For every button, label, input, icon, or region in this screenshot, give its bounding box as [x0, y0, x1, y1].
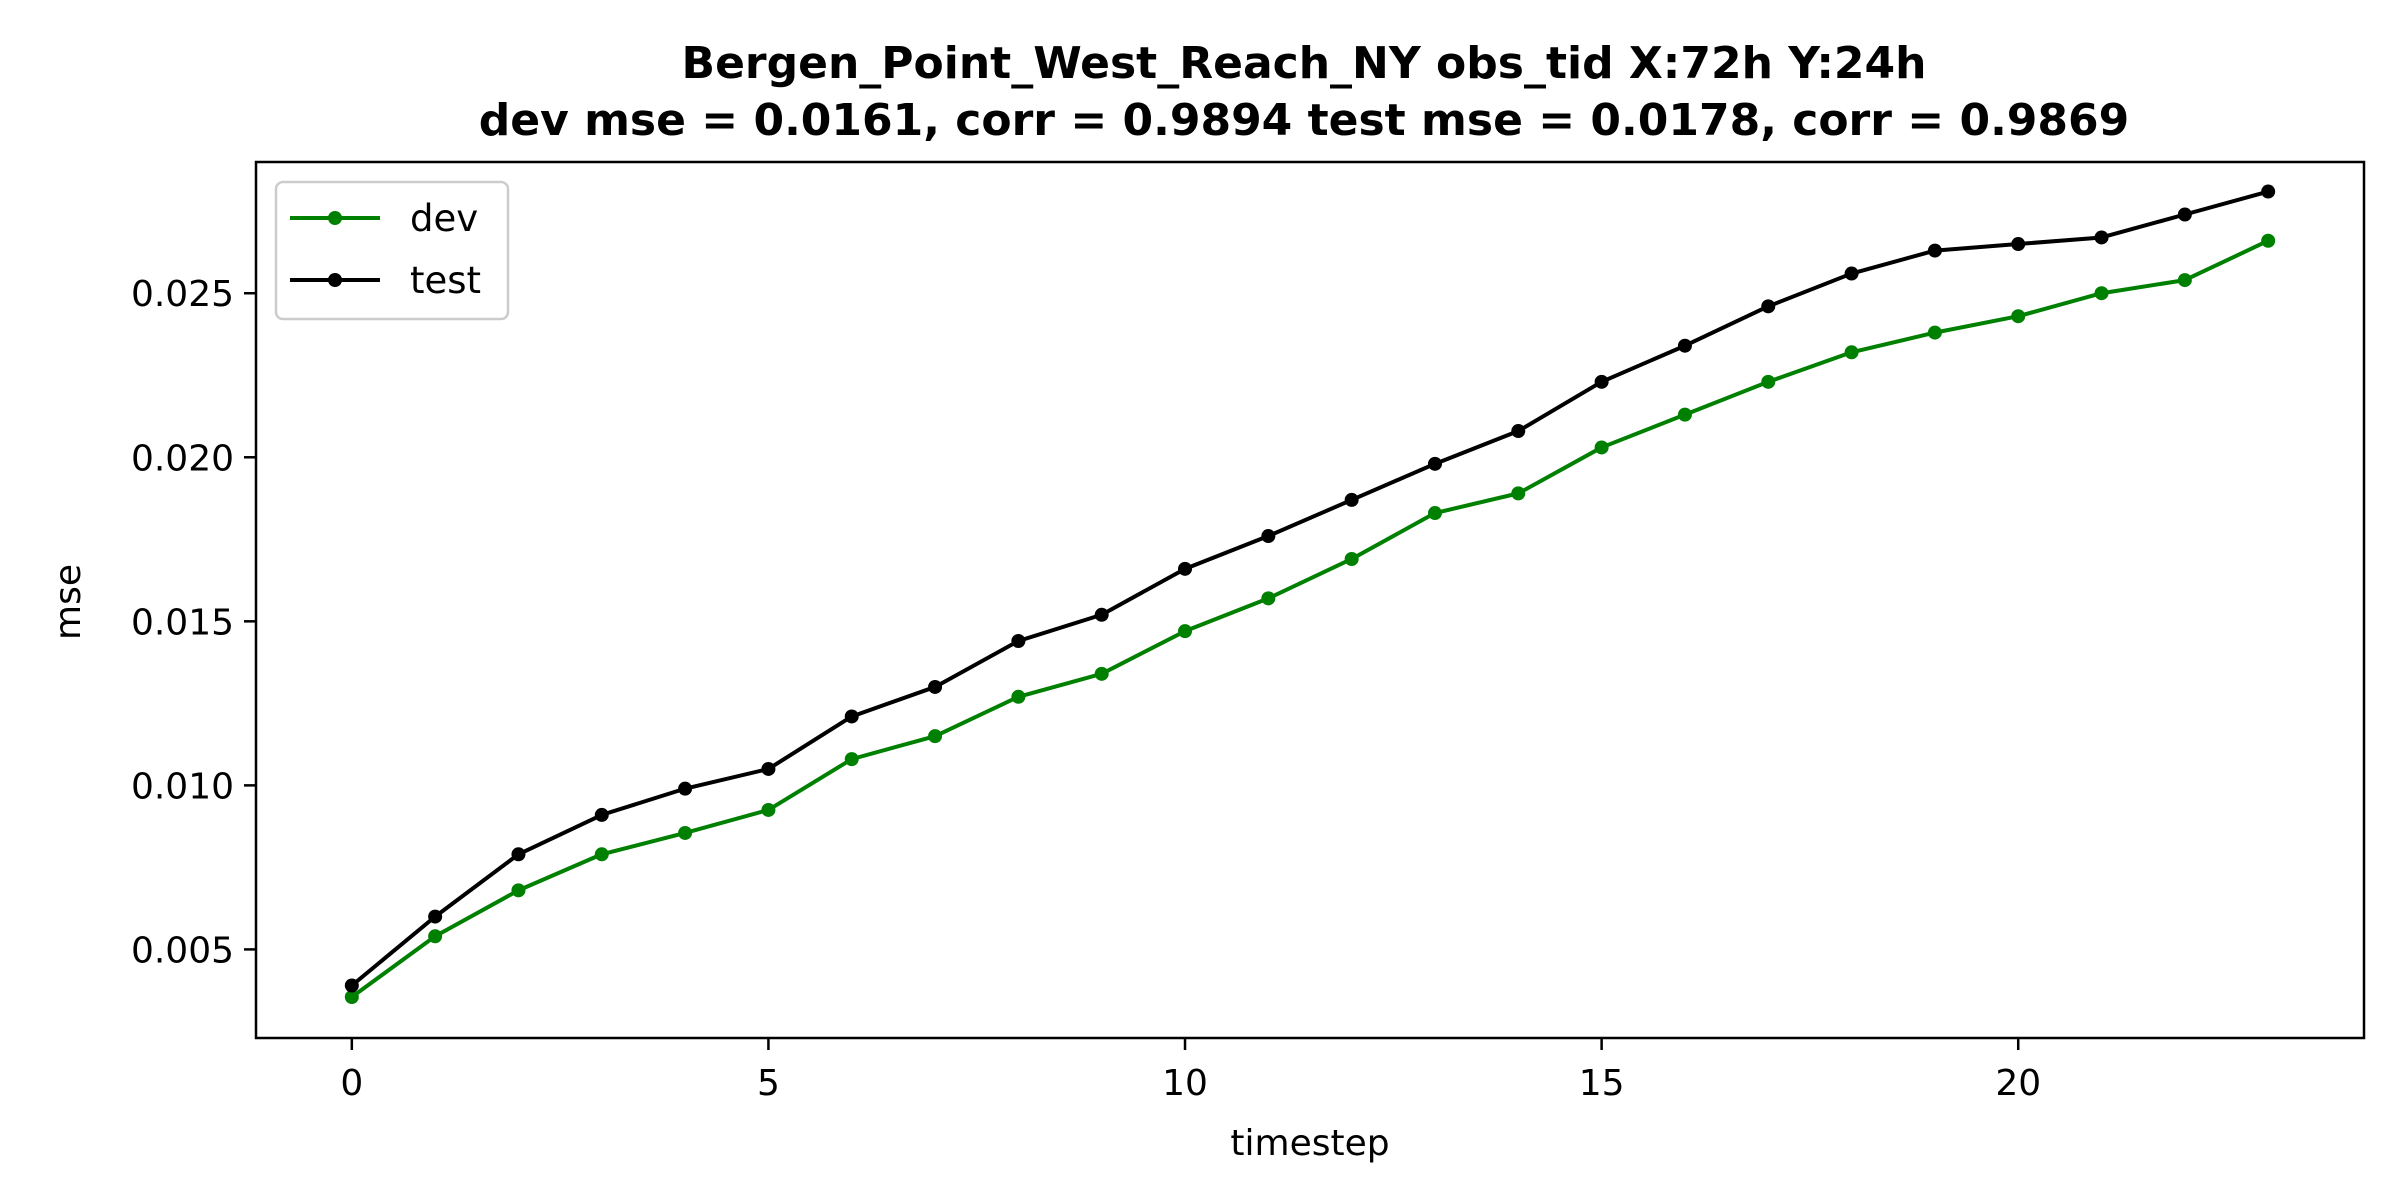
data-point-test [2177, 207, 2192, 222]
data-point-dev [1511, 486, 1526, 501]
data-point-test [1344, 492, 1359, 507]
data-point-test [1094, 607, 1109, 622]
data-point-dev [511, 883, 526, 898]
data-point-dev [2011, 309, 2026, 324]
data-point-test [678, 781, 693, 796]
data-point-dev [594, 847, 609, 862]
data-point-test [844, 709, 859, 724]
legend: dev test [274, 180, 510, 321]
x-tick-label: 0 [340, 1063, 363, 1104]
data-point-dev [1261, 591, 1276, 606]
data-point-dev [678, 825, 693, 840]
data-point-dev [428, 929, 443, 944]
series-line-dev [350, 238, 2270, 999]
data-point-test [928, 679, 943, 694]
x-axis-label: timestep [1230, 1123, 1389, 1164]
legend-marker-test [328, 273, 342, 287]
data-point-dev [2177, 273, 2192, 288]
x-tick-label: 5 [757, 1063, 780, 1104]
data-point-dev [1594, 440, 1609, 455]
data-point-dev [344, 989, 359, 1004]
data-point-test [1511, 424, 1526, 439]
data-point-test [1178, 561, 1193, 576]
data-point-dev [1011, 689, 1026, 704]
data-point-test [2011, 237, 2026, 252]
legend-label-dev: dev [410, 197, 478, 240]
data-point-dev [2094, 286, 2109, 301]
plot-frame [254, 160, 2366, 1040]
data-point-test [1261, 529, 1276, 544]
y-tick-label: 0.025 [131, 274, 234, 315]
data-point-test [511, 847, 526, 862]
data-point-test [2094, 230, 2109, 245]
y-tick-label: 0.005 [131, 930, 234, 971]
data-point-test [1927, 243, 1942, 258]
x-tick-label: 15 [1579, 1063, 1625, 1104]
data-point-test [1427, 456, 1442, 471]
legend-label-test: test [410, 259, 481, 302]
data-point-dev [1178, 624, 1193, 639]
data-point-dev [1094, 666, 1109, 681]
data-point-test [344, 978, 359, 993]
data-point-test [2261, 184, 2276, 199]
data-point-dev [2261, 233, 2276, 248]
y-tick-label: 0.020 [131, 438, 234, 479]
data-point-test [761, 761, 776, 776]
y-tick-label: 0.015 [131, 602, 234, 643]
data-point-dev [1844, 345, 1859, 360]
data-point-test [594, 807, 609, 822]
data-point-test [1677, 338, 1692, 353]
data-point-test [1594, 374, 1609, 389]
data-point-test [1844, 266, 1859, 281]
data-point-test [1761, 299, 1776, 314]
x-tick-label: 10 [1162, 1063, 1208, 1104]
y-axis-label: mse [48, 564, 89, 640]
data-point-dev [928, 729, 943, 744]
data-point-dev [1344, 551, 1359, 566]
legend-marker-dev [328, 211, 342, 225]
series-line-test [350, 189, 2269, 988]
x-tick-label: 20 [1995, 1063, 2041, 1104]
data-point-dev [1427, 506, 1442, 521]
data-point-test [1011, 634, 1026, 649]
data-point-dev [1677, 407, 1692, 422]
data-point-dev [844, 752, 859, 767]
chart-title: Bergen_Point_West_Reach_NY obs_tid X:72h… [682, 38, 1927, 89]
chart-subtitle: dev mse = 0.0161, corr = 0.9894 test mse… [479, 95, 2130, 146]
data-point-dev [1927, 325, 1942, 340]
data-point-dev [1761, 374, 1776, 389]
y-tick-label: 0.010 [131, 766, 234, 807]
data-point-dev [761, 802, 776, 817]
plot-area [344, 184, 2276, 1004]
data-point-test [428, 909, 443, 924]
